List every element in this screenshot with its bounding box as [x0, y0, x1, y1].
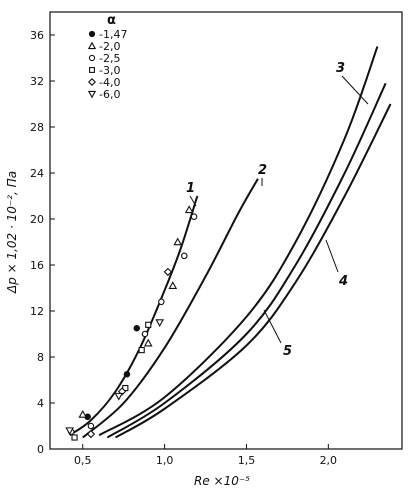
- x-tick-label: 0,5: [74, 454, 92, 467]
- legend-marker-triangle-up: [87, 41, 97, 50]
- legend-label: -2,0: [99, 40, 120, 53]
- curve-5: [114, 103, 392, 439]
- y-tick-label: 8: [37, 351, 44, 364]
- curve-3-label: 3: [336, 61, 345, 76]
- data-point-square: [71, 434, 78, 441]
- y-axis-label: Δp × 1,02 · 10⁻², Па: [5, 171, 19, 294]
- curve-5-label: 5: [283, 344, 292, 359]
- data-point-triangle-up: [173, 237, 183, 246]
- x-tick-label: 1,5: [238, 454, 256, 467]
- curve-2-label: 2: [258, 163, 267, 178]
- y-tick-label: 20: [30, 213, 44, 226]
- data-point-open-circle: [141, 330, 149, 338]
- x-tick-label: 2,0: [320, 454, 338, 467]
- data-point-diamond: [86, 429, 96, 439]
- curve-1-label: 1: [186, 181, 195, 196]
- data-point-triangle-up: [184, 205, 194, 214]
- y-tick-label: 4: [37, 397, 44, 410]
- legend-label: -6,0: [99, 88, 120, 101]
- x-axis: 0,5 1,0 1,5 2,0: [74, 444, 337, 467]
- curve-3-leader: [341, 75, 369, 105]
- data-point-triangle-up: [78, 409, 88, 418]
- curve-4: [106, 82, 387, 439]
- x-axis-label: Re ×10⁻⁵: [194, 474, 250, 488]
- legend-label: -4,0: [99, 76, 120, 89]
- legend-marker-diamond: [88, 78, 96, 86]
- legend: α -1,47-2,0-2,5-3,0-4,0-6,0: [87, 13, 127, 101]
- curve-1-leader: [189, 195, 197, 207]
- data-point-triangle-down: [155, 319, 165, 328]
- curve-3: [98, 46, 379, 437]
- legend-label: -2,5: [99, 52, 120, 65]
- curve-2: [82, 178, 259, 439]
- y-tick-label: 28: [30, 121, 44, 134]
- plot-frame: [49, 11, 403, 450]
- legend-title: α: [107, 13, 116, 28]
- curve-4-leader: [325, 239, 339, 273]
- data-point-open-circle: [87, 422, 95, 430]
- data-point-triangle-down: [114, 392, 124, 401]
- legend-marker-triangle-down: [87, 90, 97, 99]
- data-point-square: [138, 346, 145, 354]
- legend-marker-filled-circle: [88, 30, 96, 38]
- y-tick-label: 0: [37, 443, 44, 456]
- data-point-open-circle: [190, 213, 198, 220]
- y-tick-label: 36: [30, 29, 44, 42]
- y-axis: 0 4 8 12 16 20 24 28 32 36: [30, 29, 55, 456]
- legend-label: -1,47: [99, 28, 127, 41]
- x-tick-label: 1,0: [156, 454, 174, 467]
- data-point-filled-circle: [133, 324, 141, 332]
- y-tick-label: 24: [30, 167, 44, 180]
- y-tick-label: 12: [30, 305, 44, 318]
- legend-marker-square: [89, 67, 95, 73]
- data-point-diamond: [163, 267, 173, 277]
- y-tick-label: 32: [30, 75, 44, 88]
- data-point-diamond: [117, 387, 127, 396]
- legend-label: -3,0: [99, 64, 120, 77]
- data-points-layer: [65, 205, 198, 441]
- data-point-square: [145, 321, 152, 328]
- data-point-open-circle: [180, 252, 188, 260]
- curve-5-leader: [263, 309, 282, 344]
- curve-4-label: 4: [338, 274, 348, 289]
- legend-marker-open-circle: [88, 54, 96, 62]
- data-point-open-circle: [158, 298, 165, 306]
- data-point-triangle-up: [168, 281, 178, 289]
- curves-layer: 1 2 3 4 5: [69, 46, 392, 439]
- data-point-triangle-up: [143, 338, 153, 347]
- data-point-filled-circle: [123, 370, 131, 378]
- data-point-triangle-down: [65, 427, 74, 436]
- y-tick-label: 16: [30, 259, 44, 272]
